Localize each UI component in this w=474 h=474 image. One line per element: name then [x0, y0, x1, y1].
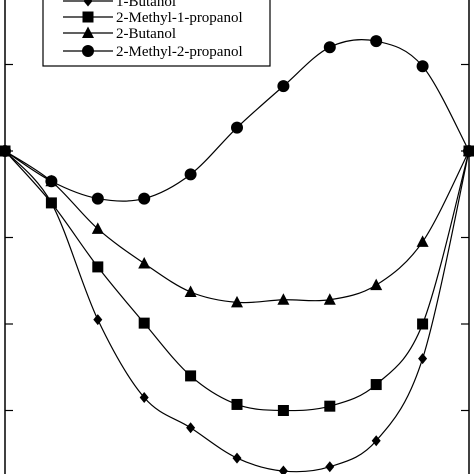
series-2 — [0, 145, 474, 416]
data-point-circle — [91, 192, 104, 205]
legend-label: 2-Methyl-1-propanol — [116, 10, 243, 26]
data-point-square — [324, 400, 336, 412]
data-point-square — [92, 261, 104, 273]
data-point-diamond — [371, 435, 381, 447]
series-line — [4, 150, 470, 412]
data-point-square — [185, 370, 197, 382]
legend-item: 2-Butanol — [63, 26, 176, 42]
data-point-triangle — [91, 222, 104, 234]
y-ticks — [5, 63, 469, 412]
series-3 — [0, 144, 474, 308]
data-point-triangle — [277, 293, 290, 305]
legend-item: 2-Methyl-1-propanol — [63, 10, 243, 26]
data-point-square — [45, 197, 57, 209]
series-layer — [0, 35, 474, 474]
data-point-diamond — [139, 392, 149, 404]
data-point-diamond — [93, 314, 103, 326]
data-point-diamond — [278, 465, 288, 474]
legend-item: 2-Methyl-2-propanol — [63, 44, 243, 60]
data-point-square — [370, 379, 382, 391]
data-point-triangle — [138, 256, 151, 269]
data-point-circle — [463, 145, 474, 157]
data-point-circle — [138, 192, 151, 205]
legend-item: 1-Butanol — [63, 0, 176, 10]
legend-marker-square — [82, 11, 94, 23]
series-1 — [0, 145, 474, 474]
data-point-circle — [323, 41, 336, 54]
data-point-circle — [0, 145, 11, 157]
data-point-diamond — [232, 452, 242, 464]
series-4 — [0, 35, 474, 205]
data-point-square — [417, 318, 429, 330]
data-point-square — [277, 405, 289, 416]
legend-marker-triangle — [82, 26, 94, 38]
legend-marker-diamond — [83, 0, 93, 7]
data-point-triangle — [184, 285, 197, 297]
data-point-triangle — [370, 278, 383, 291]
data-point-circle — [370, 35, 383, 48]
data-point-circle — [416, 60, 429, 73]
data-point-triangle — [323, 293, 336, 305]
data-point-circle — [231, 121, 243, 134]
data-point-square — [138, 317, 150, 329]
data-point-square — [231, 398, 243, 410]
data-point-diamond — [186, 422, 196, 434]
series-line — [4, 150, 470, 304]
legend-marker-circle — [82, 45, 94, 57]
data-point-circle — [184, 168, 197, 181]
legend-label: 1-Butanol — [116, 0, 176, 10]
legend-label: 2-Butanol — [116, 26, 176, 42]
data-point-diamond — [325, 461, 335, 473]
data-point-diamond — [418, 353, 428, 365]
data-point-triangle — [416, 235, 429, 247]
data-point-circle — [277, 80, 290, 93]
series-line — [4, 150, 470, 473]
data-point-circle — [45, 175, 58, 188]
data-point-triangle — [231, 295, 243, 308]
legend-label: 2-Methyl-2-propanol — [116, 44, 243, 60]
